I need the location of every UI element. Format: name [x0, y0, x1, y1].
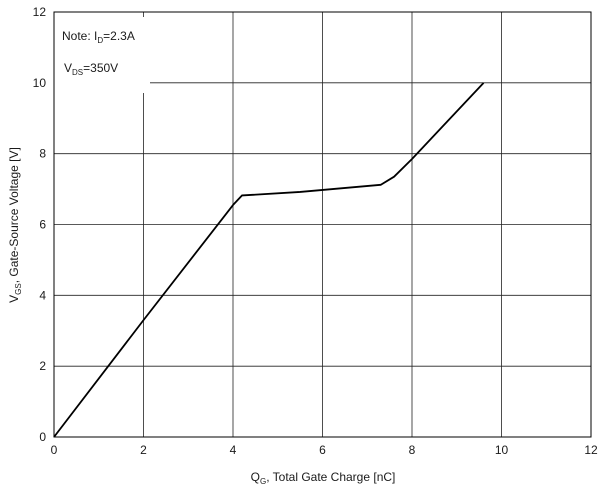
y-tick-label: 6	[39, 218, 46, 232]
plot-frame	[53, 11, 592, 438]
note-line-2: VDS=350V	[64, 61, 118, 77]
x-tick-label: 4	[230, 443, 237, 457]
x-tick-label: 8	[409, 443, 416, 457]
x-tick-label: 0	[51, 443, 58, 457]
x-tick-labels: 0 2 4 6 8 10 12	[51, 443, 598, 457]
y-tick-label: 8	[39, 147, 46, 161]
gate-charge-curve	[53, 82, 485, 438]
note-line-1: Note: ID=2.3A	[62, 29, 135, 45]
x-tick-label: 10	[495, 443, 509, 457]
series-group	[53, 82, 485, 438]
y-tick-label: 4	[39, 288, 46, 302]
y-tick-label: 2	[39, 359, 46, 373]
x-axis-label: QG, Total Gate Charge [nC]	[251, 470, 396, 486]
y-tick-label: 12	[33, 5, 47, 19]
y-tick-label: 0	[39, 430, 46, 444]
x-tick-label: 12	[584, 443, 598, 457]
x-tick-label: 2	[140, 443, 147, 457]
y-tick-labels: 0 2 4 6 8 10 12	[33, 5, 47, 444]
x-tick-label: 6	[319, 443, 326, 457]
y-axis-label: VGS, Gate-Source Voltage [V]	[7, 147, 23, 303]
grid	[54, 12, 591, 437]
y-tick-label: 10	[33, 76, 47, 90]
note-box	[54, 17, 150, 93]
